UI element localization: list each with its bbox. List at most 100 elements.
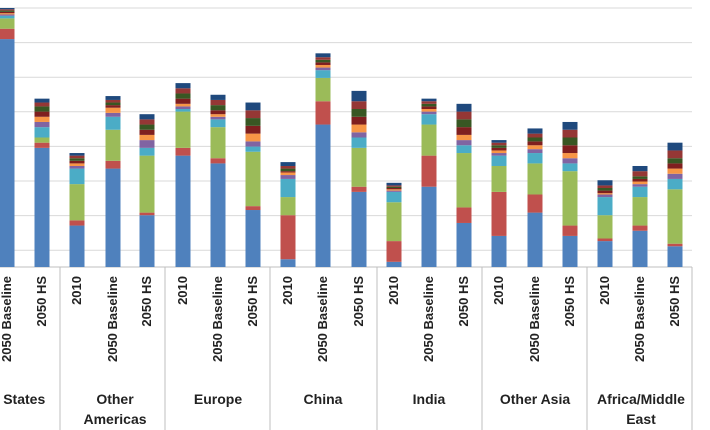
stacked-bar [667, 142, 683, 267]
bar-segment [421, 124, 437, 156]
bar-segment [456, 103, 472, 112]
bar-segment [491, 142, 507, 146]
bar-segment [351, 132, 367, 138]
bar-segment [69, 184, 85, 221]
bar-segment [597, 185, 613, 189]
bar-segment [562, 163, 578, 172]
bar-segment [597, 190, 613, 194]
stacked-bar [210, 94, 226, 267]
bar-segment [667, 246, 683, 267]
bar-segment [667, 158, 683, 164]
bar-segment [597, 188, 613, 191]
bar-segment [491, 235, 507, 267]
bar-segment [667, 173, 683, 179]
stacked-bar [597, 180, 613, 267]
bar-segment [491, 140, 507, 143]
bar-segment [315, 53, 331, 58]
bar-segment [562, 129, 578, 138]
bar-segment [527, 153, 543, 164]
bar-segment [105, 168, 121, 267]
bar-segment [562, 137, 578, 146]
x-tick-label: 2050 Baseline [315, 276, 330, 362]
bar-segment [280, 165, 296, 169]
region-label: India [413, 391, 446, 407]
bar-segment [245, 110, 261, 119]
bar-segment [175, 109, 191, 112]
bar-segment [315, 124, 331, 267]
bar-segment [597, 215, 613, 239]
bar-segment [597, 193, 613, 195]
bar-segment [280, 175, 296, 179]
bar-segment [351, 90, 367, 102]
stacked-bar [0, 8, 15, 267]
stacked-bar [245, 102, 261, 267]
bar-segment [351, 124, 367, 133]
bar-segment [315, 64, 331, 68]
bar-segment [0, 10, 15, 12]
stacked-bar [562, 121, 578, 267]
bar-segment [456, 207, 472, 223]
bar-segment [175, 88, 191, 94]
bar-segment [34, 137, 50, 143]
bar-segment [280, 168, 296, 172]
bar-segment [667, 142, 683, 151]
stacked-bar [315, 53, 331, 267]
bar-segment [491, 191, 507, 236]
bar-segment [351, 186, 367, 192]
stacked-bar [456, 103, 472, 267]
bars [0, 8, 683, 267]
stacked-bar [34, 98, 50, 267]
bar-segment [632, 181, 648, 185]
bar-segment [456, 119, 472, 128]
bar-segment [210, 99, 226, 106]
x-tick-label: 2050 Baseline [0, 276, 14, 362]
bar-segment [456, 127, 472, 135]
stacked-bar [105, 96, 121, 267]
x-tick-label: 2010 [175, 276, 190, 305]
bar-segment [421, 109, 437, 112]
bar-segment [245, 146, 261, 152]
bar-segment [210, 116, 226, 120]
bar-segment [69, 153, 85, 156]
bar-segment [491, 155, 507, 166]
region-label: Other Asia [500, 391, 570, 407]
bar-segment [527, 163, 543, 195]
stacked-bar [421, 98, 437, 267]
bar-segment [597, 197, 613, 216]
bar-segment [139, 119, 155, 125]
x-tick-label: 2050 HS [667, 276, 682, 327]
bar-segment [527, 133, 543, 138]
bar-segment [386, 182, 402, 186]
x-tick-label: 2010 [386, 276, 401, 305]
stacked-bar [280, 162, 296, 267]
bar-segment [280, 171, 296, 173]
bar-segment [175, 103, 191, 107]
bar-segment [527, 194, 543, 213]
bar-segment [632, 225, 648, 231]
bar-segment [175, 98, 191, 104]
bar-segment [632, 165, 648, 172]
region-label: d States [0, 391, 45, 407]
bar-segment [175, 83, 191, 89]
bar-segment [69, 158, 85, 161]
bar-segment [210, 163, 226, 267]
bar-segment [280, 178, 296, 198]
bar-segment [632, 178, 648, 182]
bar-segment [597, 238, 613, 242]
bar-segment [210, 158, 226, 164]
bar-segment [139, 140, 155, 148]
bar-segment [421, 111, 437, 115]
bar-segment [210, 105, 226, 111]
bar-segment [421, 98, 437, 102]
bar-segment [491, 150, 507, 154]
bar-segment [105, 105, 121, 108]
bar-segment [527, 212, 543, 267]
region-label: Europe [194, 391, 242, 407]
bar-segment [280, 162, 296, 166]
bar-segment [34, 102, 50, 107]
bar-segment [139, 155, 155, 213]
x-tick-label: 2050 HS [351, 276, 366, 327]
bar-segment [210, 114, 226, 117]
bar-segment [632, 184, 648, 187]
bar-segment [632, 230, 648, 267]
